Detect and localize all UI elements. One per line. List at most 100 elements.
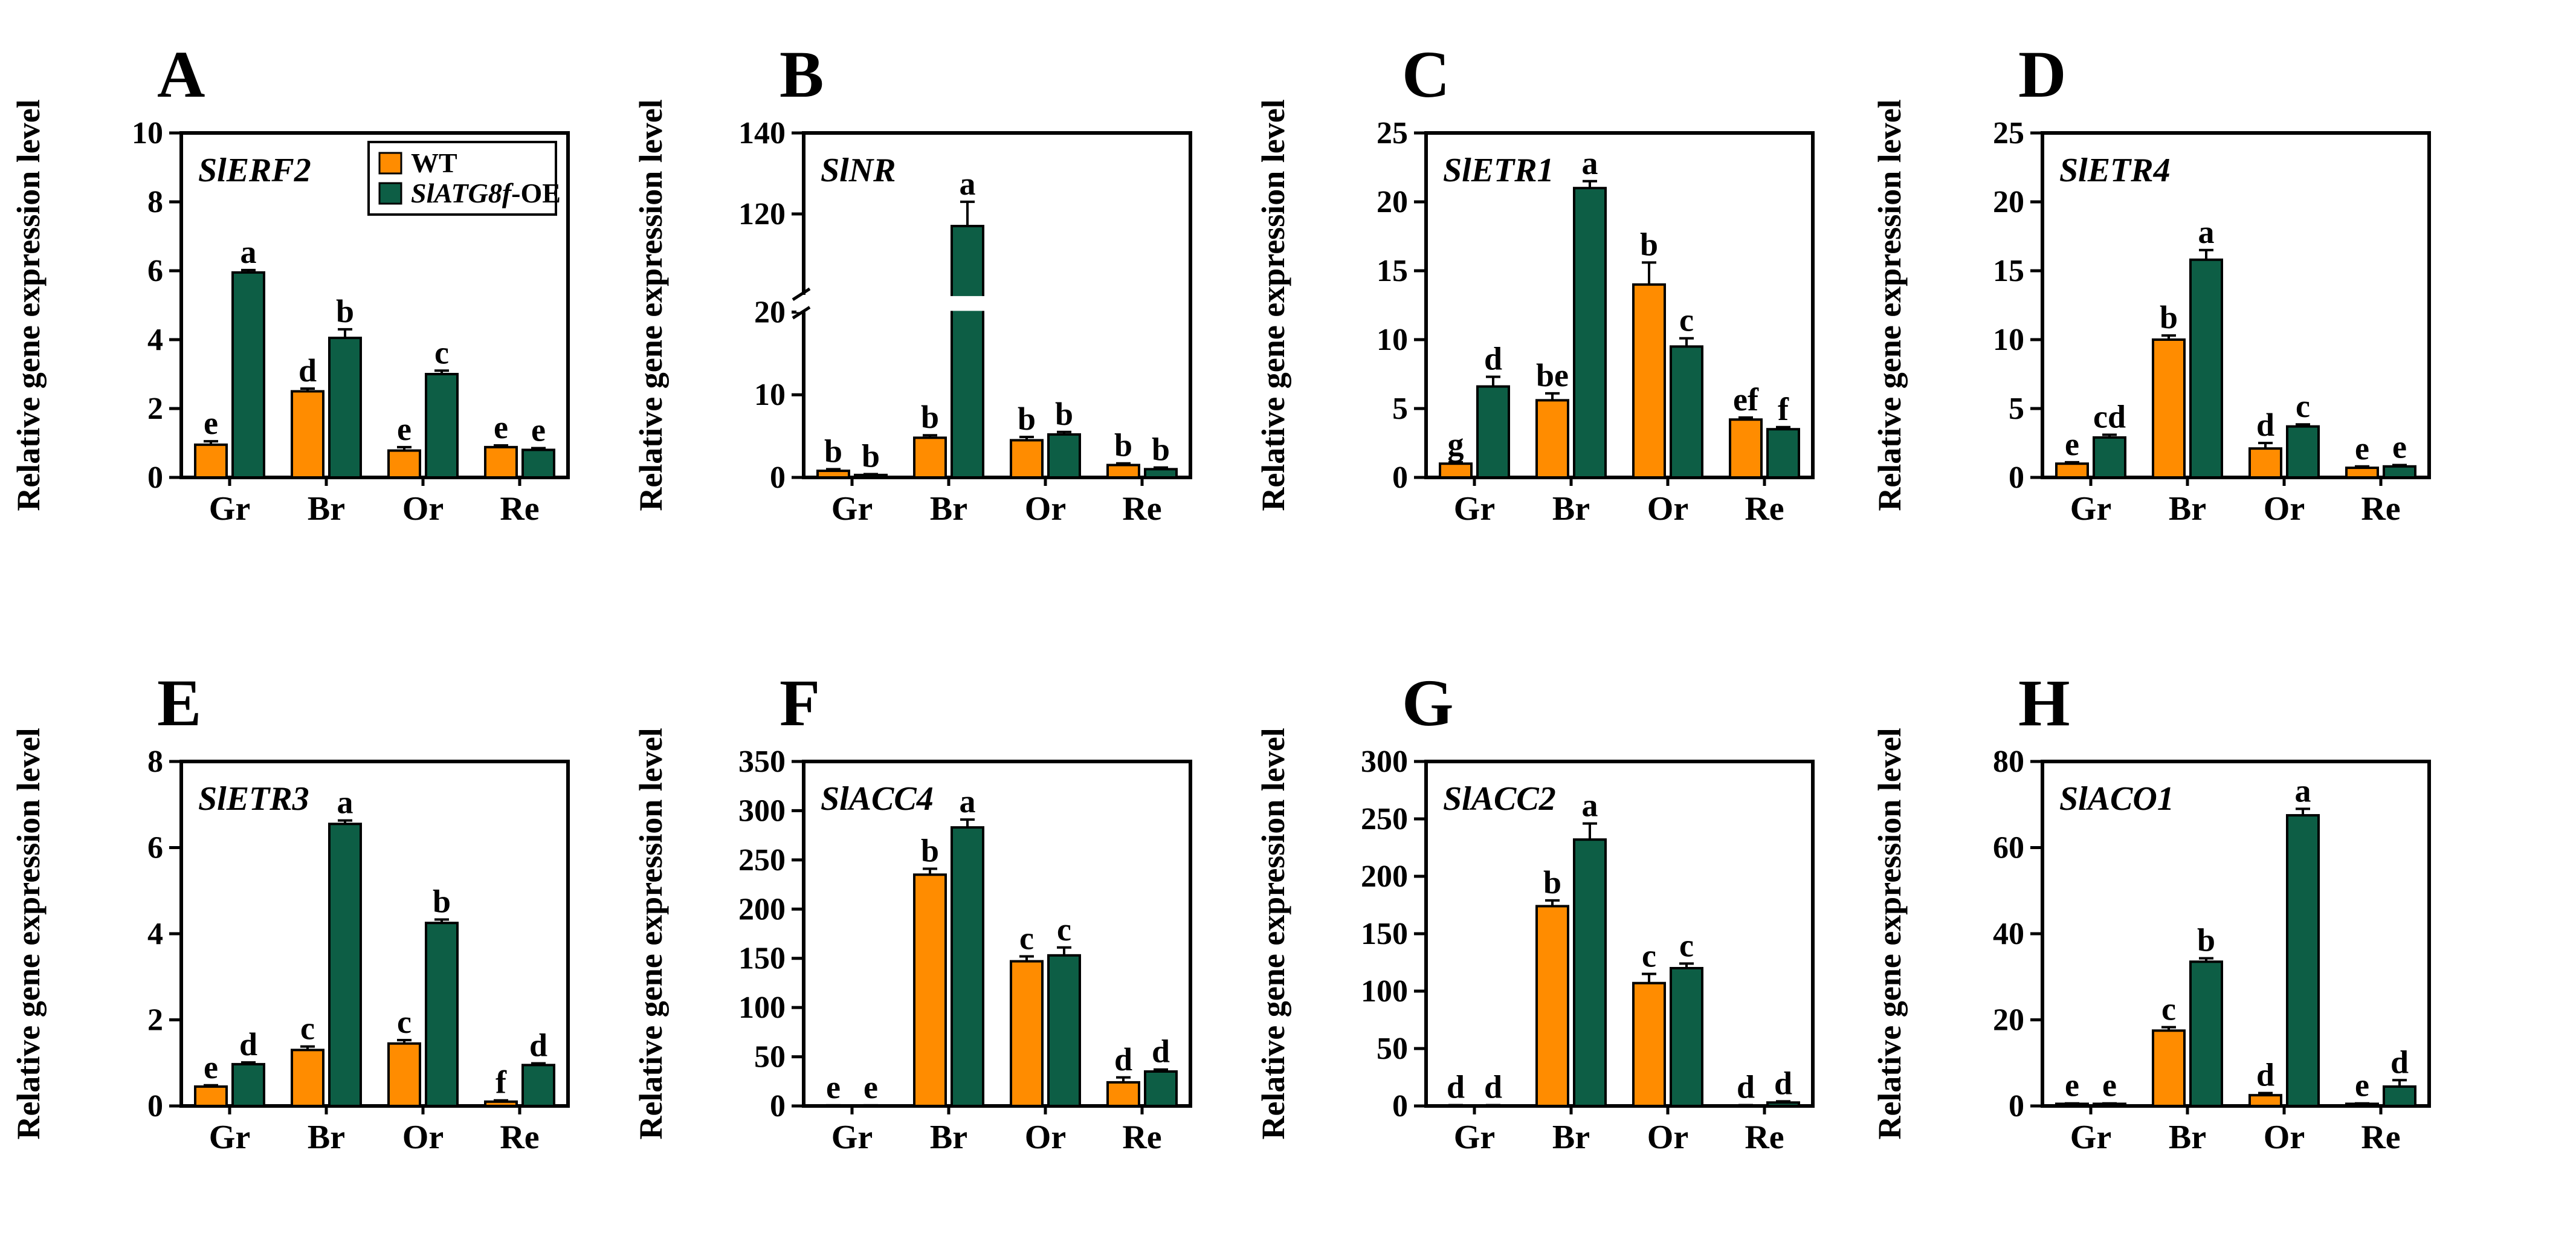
significance-letter: c (1642, 938, 1656, 974)
significance-letter: b (2197, 922, 2215, 958)
bar-oe (521, 448, 555, 479)
y-tick-label: 6 (147, 831, 163, 865)
bar-oe (231, 271, 265, 479)
y-tick-label: 0 (770, 461, 786, 495)
bar-oe (1766, 428, 1800, 479)
bar-wt (484, 1100, 518, 1107)
significance-letter: b (1018, 401, 1036, 437)
bar-oe (2286, 814, 2320, 1107)
bar-wt (2152, 1029, 2186, 1107)
y-axis-label: Relative gene expression level (10, 728, 47, 1139)
gene-name: SlNR (821, 152, 896, 189)
significance-letter: a (1582, 145, 1598, 181)
x-tick-label: Gr (2070, 1119, 2111, 1156)
panel-letter: F (780, 666, 820, 740)
y-tick-label: 300 (1361, 745, 1408, 779)
x-tick-label: Re (2361, 490, 2400, 528)
y-tick-label: 0 (147, 461, 163, 495)
bar-oe (951, 225, 984, 479)
significance-letter: d (1484, 341, 1502, 377)
y-tick-label: 50 (1377, 1032, 1408, 1066)
significance-letter: a (960, 166, 976, 202)
panel-letter: E (157, 666, 201, 740)
y-axis-label: Relative gene expression level (633, 728, 669, 1139)
significance-letter: g (1448, 426, 1464, 462)
significance-letter: c (2296, 388, 2310, 424)
legend-label-oe-suffix: -OE (511, 178, 561, 208)
significance-letter: ef (1733, 381, 1759, 418)
x-tick-label: Br (930, 1119, 967, 1156)
significance-letter: e (494, 409, 508, 445)
significance-letter: d (1484, 1069, 1502, 1105)
significance-letter: e (397, 411, 412, 447)
legend-swatch-oe (378, 182, 402, 205)
significance-letter: e (204, 405, 218, 441)
panel-letter: B (780, 37, 824, 111)
legend-swatch-wt (378, 152, 402, 175)
significance-letter: d (1447, 1069, 1465, 1105)
significance-letter: e (2355, 1067, 2369, 1104)
y-axis-label: Relative gene expression level (633, 99, 669, 511)
bar-wt (913, 873, 947, 1108)
significance-letter: b (1114, 427, 1132, 464)
y-tick-label: 25 (1993, 116, 2024, 150)
bar-wt (1535, 399, 1569, 479)
bar-oe (2189, 258, 2223, 479)
bar-oe (1476, 385, 1510, 479)
bar-oe (328, 337, 362, 479)
y-axis-label: Relative gene expression level (1871, 728, 1908, 1139)
x-tick-label: Re (1745, 490, 1784, 528)
significance-letter: e (2392, 428, 2407, 465)
significance-letter: d (529, 1027, 547, 1063)
panel-h: H Relative gene expression level SlACO1 0 20… (1871, 666, 2431, 1156)
y-tick-label: 120 (738, 197, 786, 231)
x-tick-label: Or (1025, 1119, 1066, 1156)
bar-oe (2286, 425, 2320, 479)
x-tick-label: Br (308, 1119, 345, 1156)
x-tick-label: Re (1745, 1119, 1784, 1156)
axis-break-mark (792, 306, 811, 320)
y-tick-label: 10 (1993, 323, 2024, 357)
gene-name: SlETR3 (198, 780, 309, 818)
plot-frame (179, 131, 570, 479)
bar-wt (1106, 464, 1140, 479)
significance-letter: a (1582, 787, 1598, 824)
y-tick-label: 20 (754, 295, 786, 329)
significance-letter: b (824, 433, 842, 469)
panel-b: B Relative gene expression level SlNR 0 10 20… (633, 37, 1192, 528)
y-tick-label: 4 (147, 917, 163, 951)
y-tick-label: 8 (147, 185, 163, 219)
x-tick-label: Or (1647, 1119, 1688, 1156)
bar-wt (1010, 439, 1044, 479)
y-axis-label: Relative gene expression level (1255, 728, 1291, 1139)
bar-wt (2345, 467, 2379, 479)
bar-wt (1632, 981, 1666, 1107)
y-tick-label: 200 (1361, 859, 1408, 894)
x-tick-label: Gr (831, 490, 873, 528)
significance-letter: b (336, 293, 354, 329)
y-tick-label: 250 (738, 843, 786, 878)
bar-wt (1106, 1081, 1140, 1108)
significance-letter: b (433, 883, 451, 919)
gene-name: SlACO1 (2059, 780, 2174, 818)
y-axis-label: Relative gene expression level (10, 99, 47, 511)
panel-e: E Relative gene expression level SlETR3 0 2 4… (10, 666, 570, 1156)
panel-letter: G (1402, 666, 1454, 740)
bar-oe (1573, 187, 1607, 479)
panel-letter: D (2018, 37, 2066, 111)
significance-letter: d (1152, 1033, 1170, 1070)
y-tick-label: 15 (1377, 254, 1408, 288)
bar-oe (2383, 1085, 2416, 1107)
y-tick-label: 60 (1993, 831, 2024, 865)
significance-letter: d (1774, 1065, 1792, 1101)
significance-letter: e (826, 1069, 841, 1105)
significance-letter: f (1778, 391, 1789, 427)
bar-oe (328, 823, 362, 1107)
bar-oe (425, 922, 459, 1107)
y-tick-label: 0 (2009, 1089, 2024, 1123)
y-tick-label: 0 (147, 1089, 163, 1123)
plot-frame (2041, 131, 2431, 479)
y-tick-label: 15 (1993, 254, 2024, 288)
bar-oe (2093, 436, 2126, 479)
